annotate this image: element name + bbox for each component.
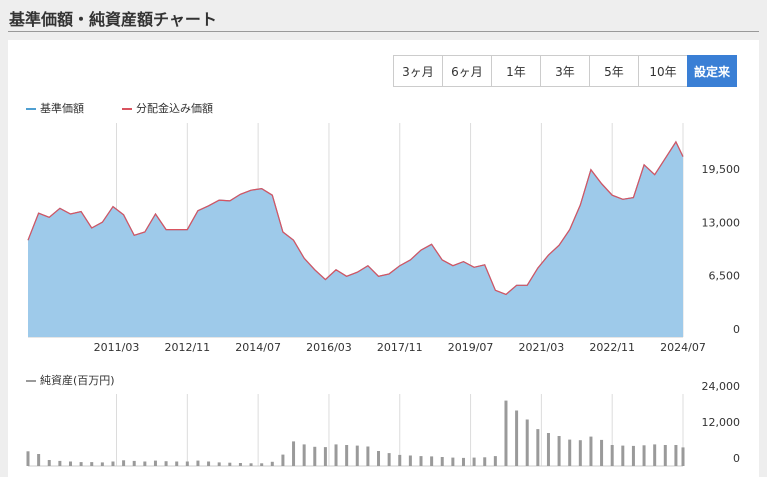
bar	[504, 400, 508, 466]
range-button[interactable]: 5年	[589, 55, 639, 87]
bar	[58, 460, 62, 466]
bar	[451, 457, 455, 466]
bar	[79, 462, 83, 466]
bar	[175, 461, 179, 466]
bar	[47, 460, 51, 466]
y-tick-label: 12,000	[702, 416, 741, 429]
bar	[122, 460, 126, 466]
y-tick-label: 6,500	[709, 270, 741, 283]
bar	[387, 453, 391, 466]
bar	[132, 460, 136, 466]
x-tick-label: 2024/07	[660, 341, 706, 354]
bar	[302, 444, 306, 466]
range-button[interactable]: 3ヶ月	[393, 55, 443, 87]
bar	[355, 445, 359, 466]
bar	[589, 436, 593, 466]
range-buttons: 3ヶ月 6ヶ月 1年 3年 5年 10年 設定来	[393, 55, 737, 87]
bar	[217, 462, 221, 466]
bar	[111, 461, 115, 466]
legend-label: 純資産(百万円)	[40, 374, 115, 387]
bar	[536, 429, 540, 466]
bar	[483, 457, 487, 466]
bar	[631, 445, 635, 466]
bar	[323, 447, 327, 466]
bar	[621, 445, 625, 466]
bar	[600, 439, 604, 466]
bar	[334, 444, 338, 466]
x-tick-label: 2019/07	[448, 341, 494, 354]
range-button[interactable]: 1年	[491, 55, 541, 87]
legend-label: 基準価額	[40, 101, 84, 115]
bar	[377, 451, 381, 466]
page-title: 基準価額・純資産額チャート	[9, 10, 217, 29]
y-tick-label: 19,500	[702, 163, 741, 176]
bar	[345, 445, 349, 466]
bar	[37, 454, 41, 466]
x-tick-label: 2016/03	[306, 341, 352, 354]
x-tick-label: 2021/03	[519, 341, 565, 354]
x-tick-label: 2022/11	[589, 341, 635, 354]
bar	[68, 461, 72, 466]
bar	[313, 446, 317, 466]
line	[27, 140, 684, 296]
bar	[366, 446, 370, 466]
bar	[472, 457, 476, 466]
bar	[90, 462, 94, 466]
bar	[419, 456, 423, 466]
bar	[653, 444, 657, 466]
y-tick-label: 13,000	[702, 216, 741, 229]
title-rule	[8, 31, 759, 32]
bar	[515, 410, 519, 466]
legend-label: 分配金込み価額	[136, 101, 213, 115]
bar	[674, 445, 678, 466]
bar	[578, 440, 582, 466]
bar	[185, 461, 189, 466]
y-tick-label: 0	[733, 452, 740, 465]
bar	[525, 419, 529, 466]
range-button[interactable]: 3年	[540, 55, 590, 87]
bar	[493, 456, 497, 466]
bar	[196, 460, 200, 466]
bar	[408, 455, 412, 466]
range-button[interactable]: 設定来	[687, 55, 737, 87]
bar	[249, 463, 253, 466]
y-tick-label: 24,000	[702, 380, 741, 393]
bar	[610, 445, 614, 466]
bar	[281, 454, 285, 466]
range-button[interactable]: 10年	[638, 55, 688, 87]
bar	[228, 462, 232, 466]
bar	[143, 461, 147, 466]
bar	[461, 457, 465, 466]
bar	[430, 456, 434, 466]
bar	[153, 460, 157, 466]
bar	[568, 439, 572, 466]
bar	[270, 461, 274, 466]
bar	[260, 463, 264, 466]
x-tick-label: 2014/07	[235, 341, 281, 354]
area	[28, 141, 683, 337]
bar	[398, 454, 402, 466]
bar	[207, 461, 211, 466]
bar	[642, 445, 646, 466]
bar	[238, 463, 242, 466]
bar	[663, 445, 667, 466]
bar	[292, 441, 296, 466]
bar	[440, 457, 444, 466]
x-tick-label: 2012/11	[164, 341, 210, 354]
bar	[681, 447, 685, 466]
bar	[100, 462, 104, 466]
bar	[164, 461, 168, 466]
bar	[26, 451, 30, 466]
x-tick-label: 2011/03	[94, 341, 140, 354]
bar	[546, 433, 550, 466]
range-button[interactable]: 6ヶ月	[442, 55, 492, 87]
x-tick-label: 2017/11	[377, 341, 423, 354]
bar	[557, 436, 561, 466]
y-tick-label: 0	[733, 323, 740, 336]
